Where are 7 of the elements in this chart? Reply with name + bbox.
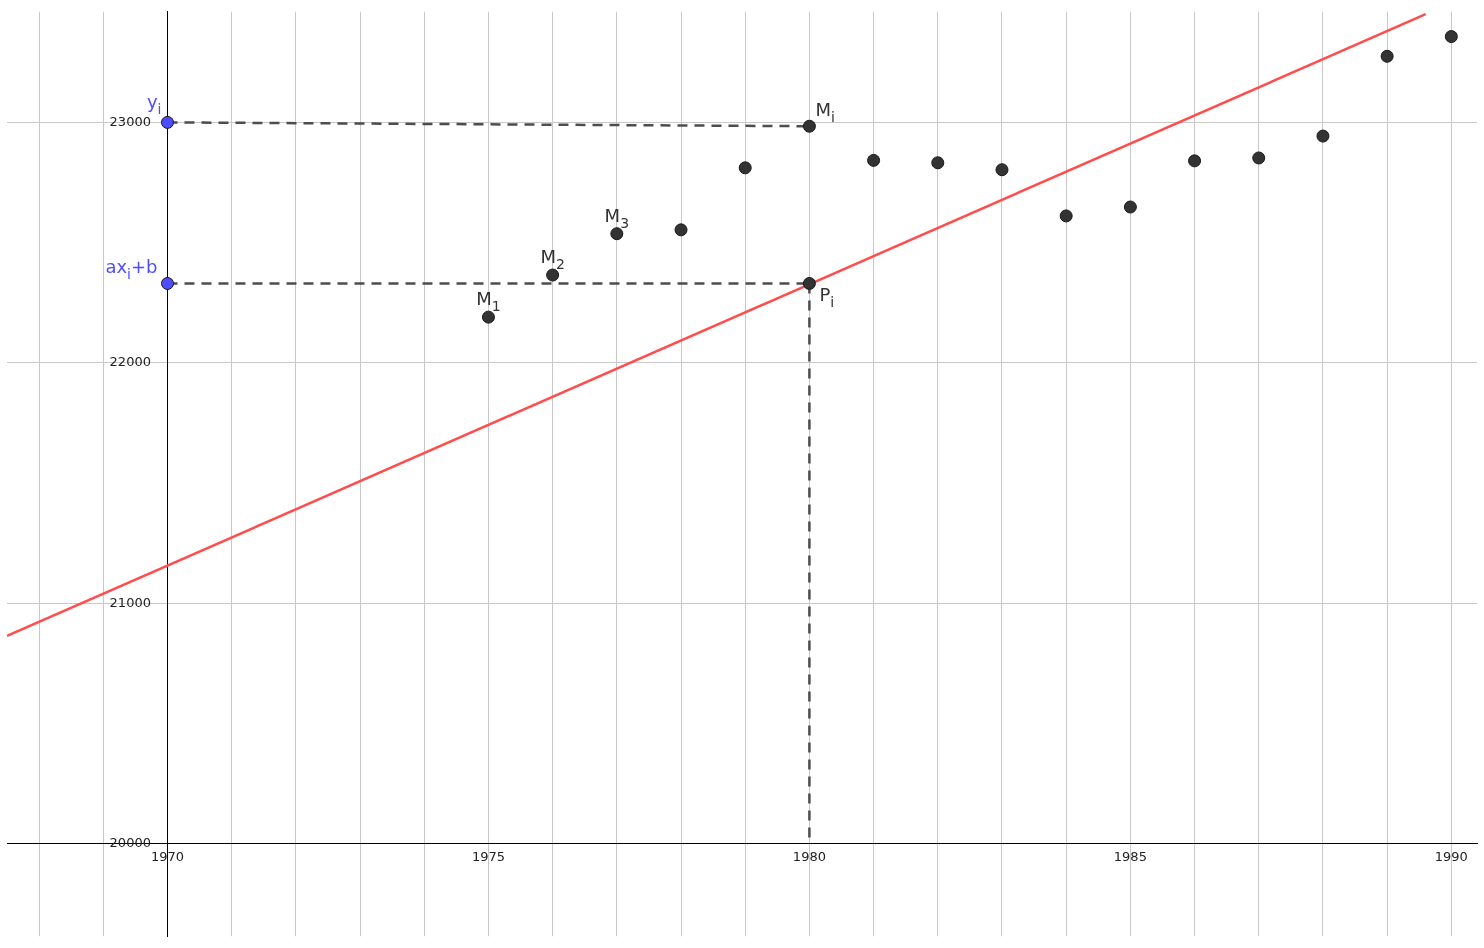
- y-tick-label: 23000: [109, 113, 168, 129]
- x-tick-label: 1975: [471, 848, 505, 864]
- x-tick-label: 1990: [1434, 848, 1468, 864]
- y-tick-label: 22000: [109, 354, 168, 370]
- x-tick-label: 1980: [792, 848, 826, 864]
- y-tick-label: 21000: [109, 594, 168, 610]
- x-tick-label: 1985: [1113, 848, 1147, 864]
